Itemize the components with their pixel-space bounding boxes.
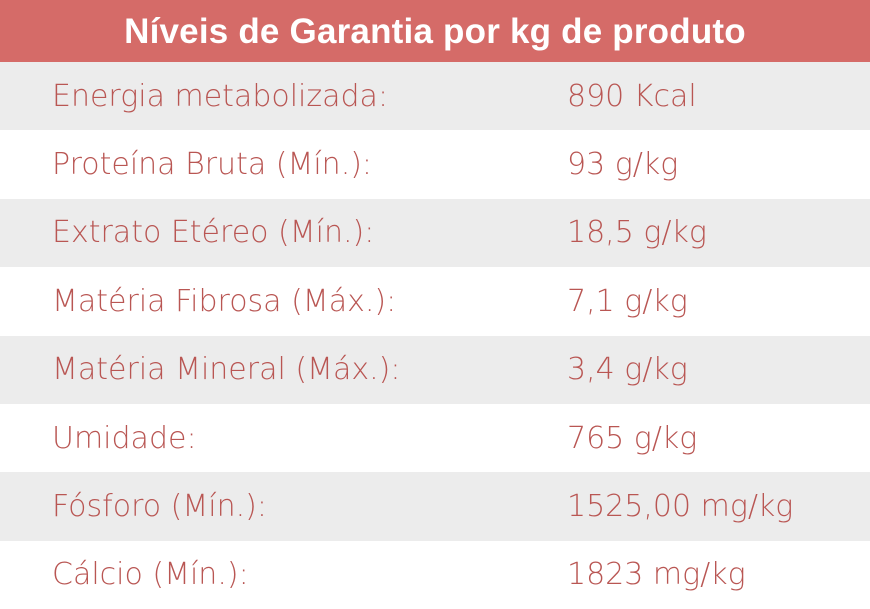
row-label: Extrato Etéreo (Mín.):: [52, 215, 375, 251]
table-row: Matéria Fibrosa (Máx.): 7,1 g/kg: [0, 267, 870, 336]
row-label: Proteína Bruta (Mín.):: [52, 147, 373, 183]
row-value: 18,5 g/kg: [567, 215, 707, 251]
table-title: Níveis de Garantia por kg de produto: [0, 0, 870, 62]
row-label: Matéria Fibrosa (Máx.):: [52, 283, 397, 319]
row-value: 765 g/kg: [567, 420, 698, 456]
row-label: Umidade:: [52, 420, 197, 456]
table-row: Cálcio (Mín.): 1823 mg/kg: [0, 540, 870, 609]
table-row: Energia metabolizada: 890 Kcal: [0, 62, 870, 131]
table-row: Umidade: 765 g/kg: [0, 403, 870, 473]
row-value: 890 Kcal: [567, 78, 697, 114]
table-row: Proteína Bruta (Mín.): 93 g/kg: [0, 130, 870, 199]
row-value: 1525,00 mg/kg: [567, 489, 794, 525]
row-value: 93 g/kg: [567, 147, 679, 183]
row-label: Cálcio (Mín.):: [52, 557, 249, 593]
row-label: Fósforo (Mín.):: [52, 489, 267, 525]
table-row: Extrato Etéreo (Mín.): 18,5 g/kg: [0, 198, 870, 268]
row-value: 3,4 g/kg: [567, 352, 688, 388]
row-label: Matéria Mineral (Máx.):: [52, 352, 401, 388]
row-label: Energia metabolizada:: [52, 78, 389, 114]
table-row: Fósforo (Mín.): 1525,00 mg/kg: [0, 472, 870, 541]
table-row: Matéria Mineral (Máx.): 3,4 g/kg: [0, 335, 870, 404]
row-value: 7,1 g/kg: [567, 283, 688, 319]
row-value: 1823 mg/kg: [567, 557, 746, 593]
